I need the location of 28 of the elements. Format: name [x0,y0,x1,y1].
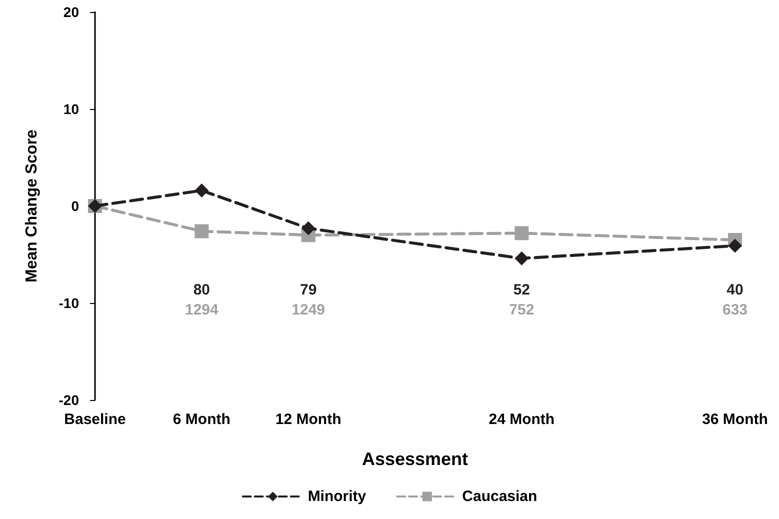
annotation: 1294 [184,302,220,318]
y-tick-label: -20 [58,392,80,408]
y-tick-label: 20 [63,4,80,20]
point [514,251,529,266]
y-tick-label: 0 [71,198,80,214]
point [728,238,742,253]
legend-label: Minority [308,488,367,505]
x-tick-label: 6 Month [172,411,230,428]
annotation: 79 [300,282,317,298]
annotation: 1249 [292,302,326,318]
point [194,183,209,198]
annotation: 80 [193,282,210,298]
x-axis-title: Assessment [362,449,468,469]
x-tick-label: 36 Month [702,411,768,428]
legend-label: Caucasian [462,488,538,505]
y-tick-label: -10 [58,295,80,311]
point [301,221,316,236]
point [514,226,529,240]
annotation: 52 [513,282,530,298]
y-tick-label: 10 [63,101,80,117]
point [194,224,209,238]
y-axis-title: Mean Change Score [24,129,40,282]
annotation: 40 [726,282,744,298]
x-tick-label: 24 Month [488,411,555,428]
x-tick-label: 12 Month [275,411,342,428]
x-tick-label: Baseline [64,411,126,428]
annotation: 633 [722,302,748,318]
annotation: 752 [509,302,534,318]
